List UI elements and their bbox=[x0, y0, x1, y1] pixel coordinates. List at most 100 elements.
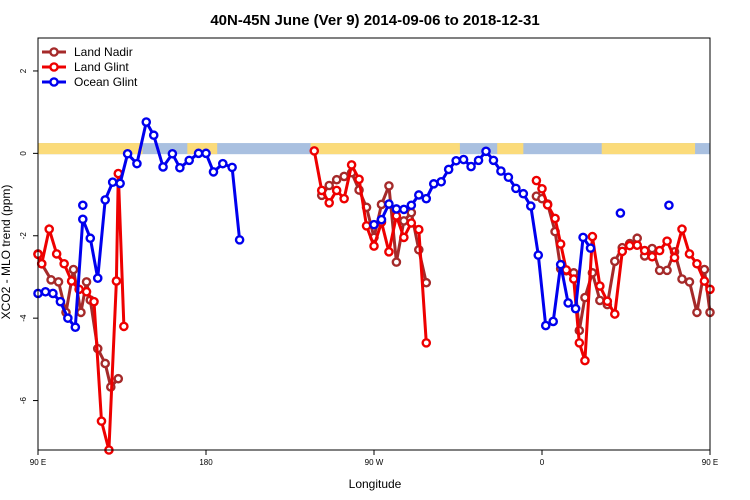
data-point bbox=[339, 193, 349, 204]
land-strip-segment bbox=[601, 143, 696, 155]
data-point bbox=[115, 178, 125, 189]
data-point bbox=[669, 252, 680, 263]
data-point bbox=[331, 185, 342, 196]
data-point bbox=[324, 197, 335, 208]
data-point bbox=[413, 224, 424, 235]
data-point bbox=[76, 307, 86, 318]
y-tick-label: 2 bbox=[19, 68, 28, 73]
data-point bbox=[59, 258, 69, 269]
data-point bbox=[376, 199, 387, 210]
data-point bbox=[40, 286, 51, 297]
chart-title: 40N-45N June (Ver 9) 2014-09-06 to 2018-… bbox=[210, 12, 539, 29]
data-point bbox=[617, 246, 628, 257]
data-point bbox=[518, 188, 529, 199]
data-point bbox=[331, 174, 342, 185]
data-point bbox=[647, 243, 657, 254]
x-tick-label: 0 bbox=[540, 458, 545, 467]
data-point bbox=[100, 195, 110, 205]
data-point bbox=[122, 148, 133, 159]
data-point bbox=[391, 204, 402, 214]
data-point bbox=[70, 322, 81, 333]
data-point bbox=[574, 338, 585, 348]
data-point bbox=[384, 199, 394, 209]
data-point bbox=[361, 221, 372, 231]
data-point bbox=[78, 214, 88, 225]
data-point bbox=[175, 162, 185, 173]
series-ocean-glint bbox=[33, 117, 596, 333]
data-point bbox=[436, 176, 447, 187]
data-point bbox=[563, 298, 573, 308]
data-point bbox=[568, 274, 579, 284]
data-point bbox=[421, 338, 432, 348]
data-point bbox=[542, 200, 553, 210]
data-point bbox=[595, 295, 605, 306]
data-point bbox=[369, 241, 379, 251]
y-axis-label: XCO2 - MLO trend (ppm) bbox=[0, 185, 13, 320]
data-point bbox=[533, 250, 544, 260]
x-tick-label: 90 W bbox=[365, 458, 384, 467]
data-point bbox=[376, 214, 387, 225]
legend-label: Ocean Glint bbox=[74, 75, 138, 89]
data-point bbox=[503, 172, 514, 183]
data-point bbox=[473, 155, 484, 166]
y-tick-label: 0 bbox=[19, 151, 28, 156]
land-strip-segment bbox=[187, 143, 218, 155]
data-point bbox=[66, 276, 77, 286]
data-point bbox=[399, 232, 409, 243]
data-point bbox=[555, 259, 566, 270]
data-point bbox=[324, 180, 335, 191]
data-point bbox=[647, 251, 657, 262]
data-point bbox=[406, 200, 417, 211]
isolated-point bbox=[664, 200, 674, 211]
data-point bbox=[55, 296, 66, 307]
data-point bbox=[369, 219, 379, 230]
data-point bbox=[526, 201, 536, 211]
data-point bbox=[208, 167, 219, 177]
data-point bbox=[391, 257, 402, 267]
data-point bbox=[654, 265, 665, 276]
data-point bbox=[85, 233, 96, 244]
data-point bbox=[227, 162, 237, 173]
data-point bbox=[677, 274, 687, 284]
data-point bbox=[92, 273, 103, 283]
legend-label: Land Glint bbox=[74, 60, 129, 74]
data-point bbox=[100, 358, 110, 369]
data-point bbox=[537, 183, 547, 194]
series-line bbox=[312, 150, 428, 343]
data-point bbox=[48, 288, 58, 299]
data-point bbox=[406, 207, 417, 218]
x-axis-label: Longitude bbox=[349, 477, 402, 491]
data-point bbox=[113, 373, 124, 384]
data-point bbox=[677, 224, 687, 234]
data-point bbox=[580, 355, 590, 366]
data-point bbox=[602, 296, 613, 307]
data-point bbox=[346, 160, 357, 170]
data-point bbox=[654, 245, 665, 256]
data-point bbox=[587, 231, 598, 242]
data-point bbox=[107, 177, 118, 187]
data-point bbox=[81, 286, 92, 297]
data-point bbox=[384, 247, 394, 257]
land-strip-segment bbox=[310, 143, 460, 155]
data-point bbox=[119, 321, 129, 332]
series-land-nadir bbox=[33, 167, 715, 392]
data-point bbox=[193, 148, 204, 159]
data-point bbox=[234, 235, 245, 245]
data-point bbox=[158, 162, 168, 172]
data-point bbox=[36, 258, 47, 269]
data-point bbox=[184, 155, 194, 166]
data-point bbox=[413, 190, 424, 200]
data-point bbox=[89, 296, 99, 307]
data-point bbox=[46, 275, 56, 285]
x-tick-label: 180 bbox=[199, 458, 213, 467]
isolated-point bbox=[78, 200, 88, 211]
data-point bbox=[684, 249, 695, 259]
data-point bbox=[167, 148, 178, 159]
data-point bbox=[692, 258, 702, 269]
data-point bbox=[610, 256, 620, 267]
data-point bbox=[421, 193, 432, 204]
data-point bbox=[511, 183, 521, 194]
axes: 90 E 180 90 W 0 90 E 2 0 -2 -4 -6 bbox=[19, 37, 718, 467]
data-point bbox=[53, 277, 64, 287]
